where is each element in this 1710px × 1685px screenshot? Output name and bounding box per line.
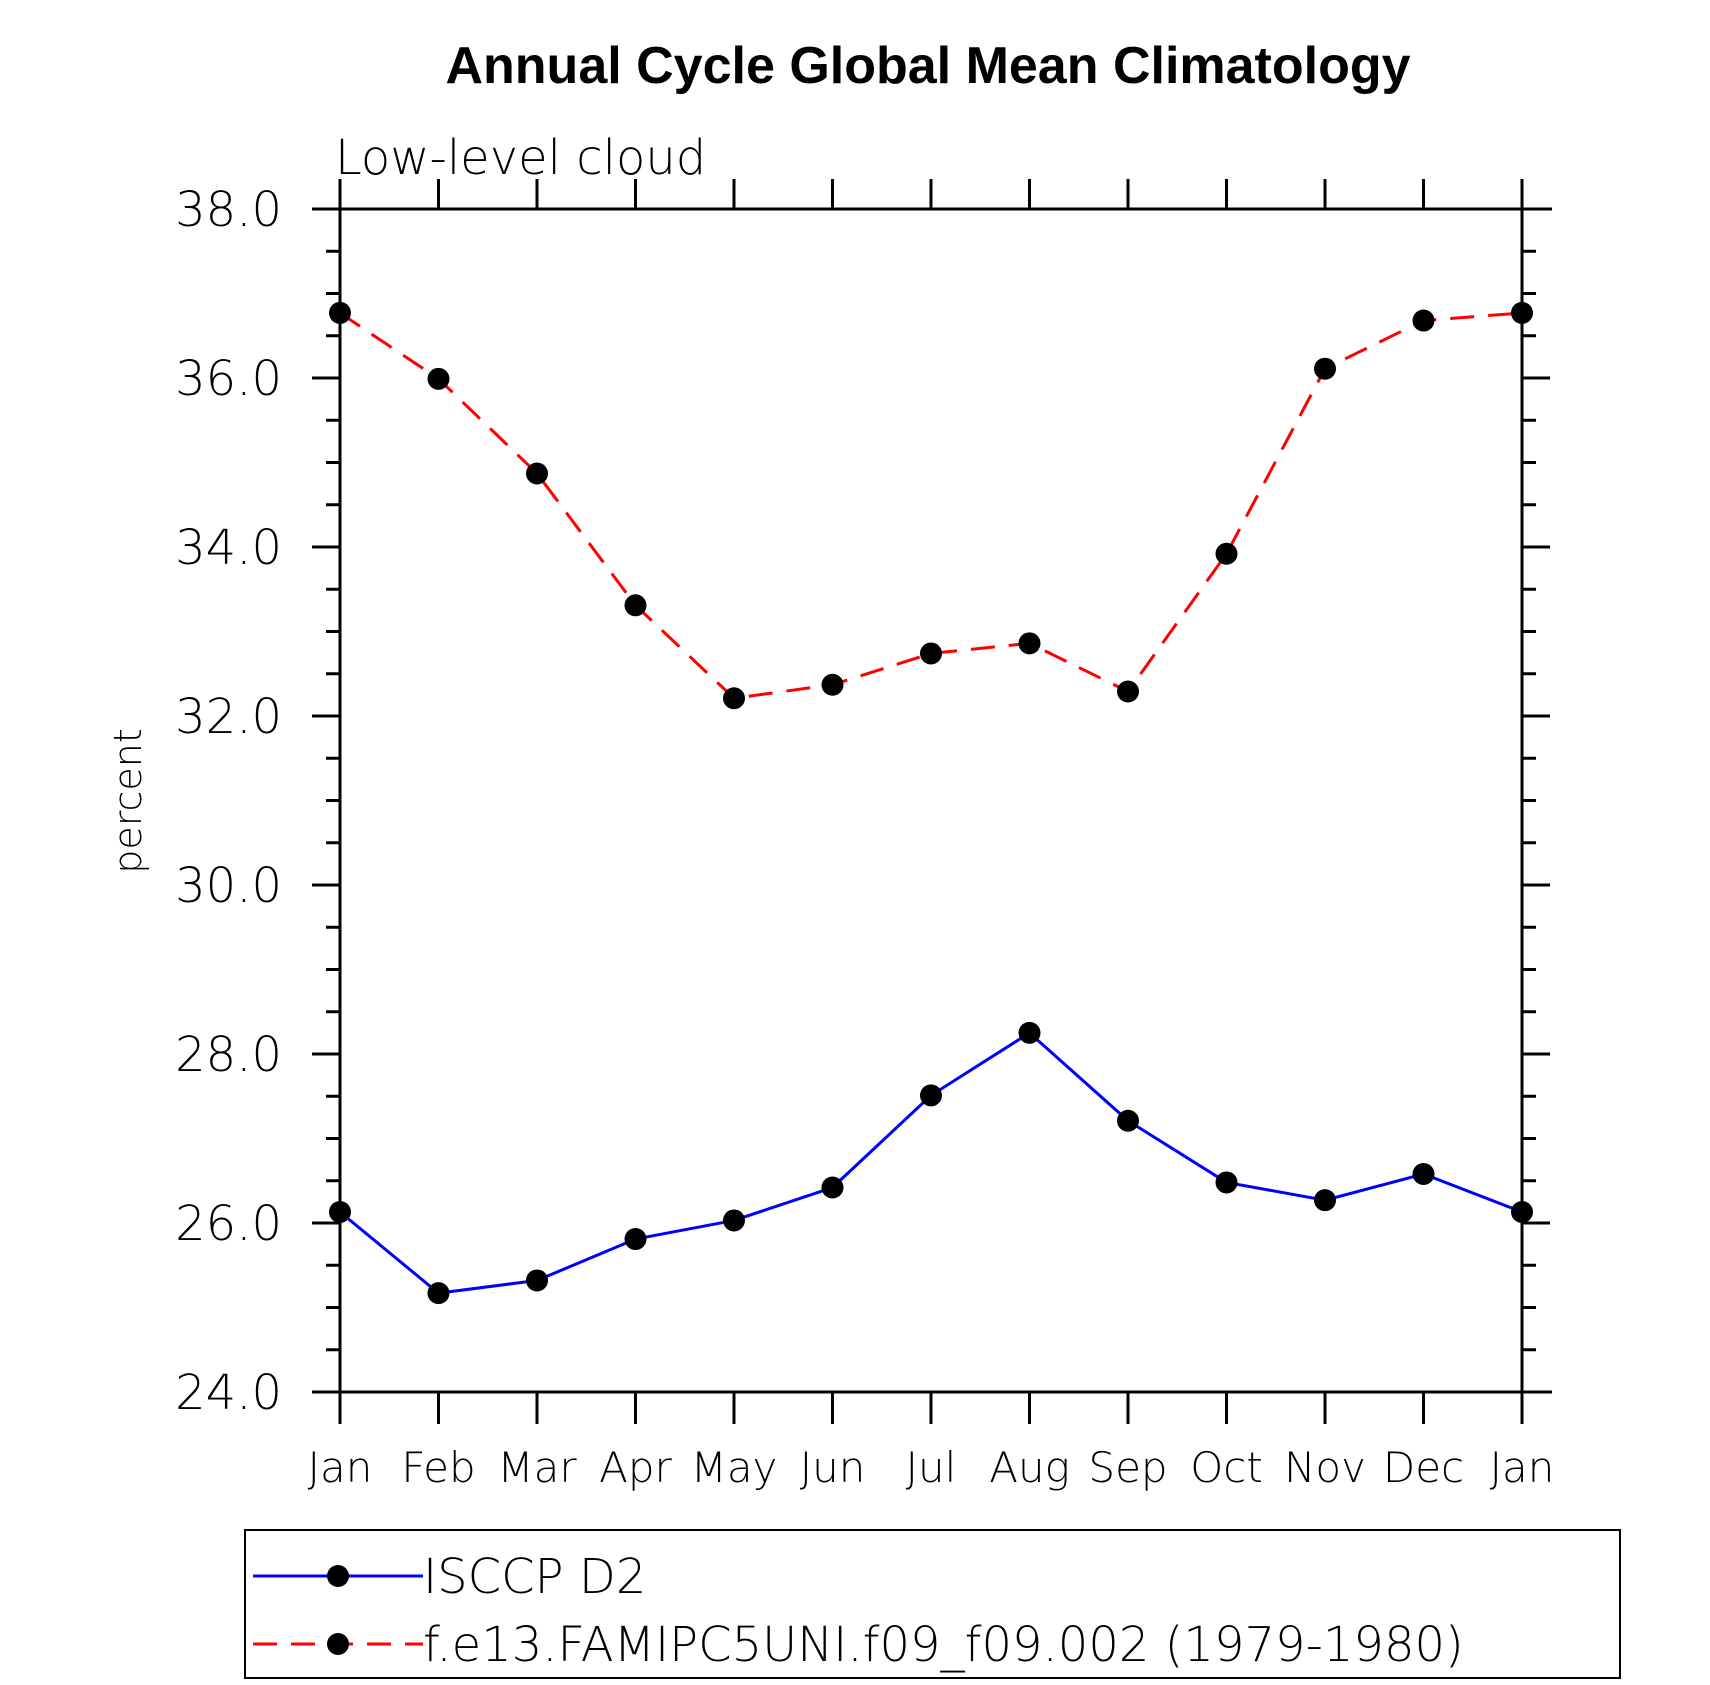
data-point [1215,542,1238,565]
x-tick-label: Jan [1490,1443,1555,1492]
data-point [1117,680,1139,703]
legend-label-1: ISCCP D2 [423,1549,646,1605]
data-point [1412,309,1435,332]
y-tick-label: 24.0 [175,1365,282,1421]
data-point [1511,1201,1533,1224]
data-point [526,1269,548,1292]
y-tick-label: 36.0 [175,351,282,407]
data-point [1117,1109,1139,1132]
x-tick-label: May [691,1443,778,1492]
x-tick-label: Jun [800,1443,866,1492]
chart-subtitle: Low-level cloud [335,130,706,186]
data-point [821,1176,844,1199]
y-tick-label: 34.0 [175,520,282,576]
series-line-2 [339,311,1523,700]
data-point [329,1201,351,1224]
legend: ISCCP D2 f.e13.FAMIPC5UNI.f09_f09.002 (19… [244,1529,1621,1679]
y-tick-label: 28.0 [175,1027,282,1083]
x-tick-label: Apr [599,1443,672,1492]
data-point [920,642,942,665]
data-point [723,687,745,710]
x-tick-label: Mar [497,1443,577,1492]
data-point [920,1084,942,1107]
x-tick-label: Feb [401,1443,475,1492]
title-group: Annual Cycle Global Mean Climatology Low… [106,37,1411,874]
y-tick-label: 26.0 [175,1196,282,1252]
data-point [526,462,548,485]
legend-label-2: f.e13.FAMIPC5UNI.f09_f09.002 (1979-1980) [423,1617,1464,1673]
legend-marker-1 [327,1565,349,1587]
data-point [821,673,844,696]
x-tick-label: Dec [1383,1443,1464,1492]
chart-title: Annual Cycle Global Mean Climatology [445,37,1410,95]
axes-group: 24.0 26.0 28.0 30.0 32.0 34.0 36.0 38.0 Jan Feb Ma… [175,179,1554,1492]
y-tick-label: 32.0 [175,689,282,745]
data-point [1215,1171,1238,1194]
data-point [1314,357,1336,380]
data-point [1511,301,1533,324]
data-point [624,1228,647,1251]
data-point [624,594,647,617]
y-tick-label: 38.0 [175,182,282,238]
data-point [427,367,450,390]
legend-marker-2 [327,1633,349,1655]
y-tick-label: 30.0 [175,858,282,914]
x-tick-label: Nov [1284,1443,1366,1492]
data-point [427,1282,450,1305]
data-point [1314,1189,1336,1212]
x-tick-label: Oct [1190,1443,1263,1492]
series-line-1 [339,1031,1523,1295]
y-axis-label: percent [106,728,150,874]
x-tick-label: Jan [308,1443,373,1492]
data-point [723,1209,745,1232]
data-point [1018,632,1041,655]
data-point [1412,1162,1435,1185]
x-tick-label: Jul [906,1443,957,1492]
data-point [1018,1021,1041,1044]
legend-box [244,1529,1621,1679]
x-tick-label: Aug [989,1443,1070,1492]
data-point [329,301,351,324]
series-group [329,301,1533,1305]
x-tick-label: Sep [1088,1443,1167,1492]
